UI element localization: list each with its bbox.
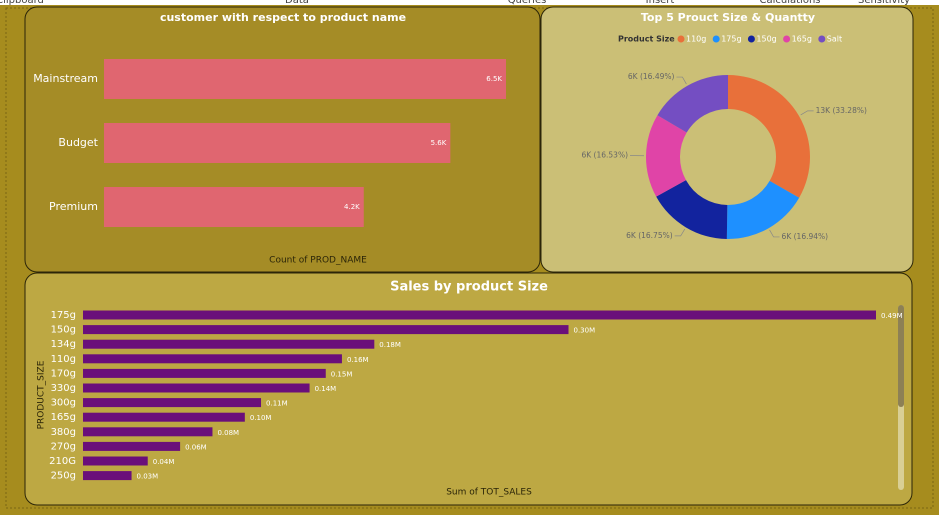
bar [83,354,342,364]
donut-slice [656,180,728,239]
bar [104,59,506,99]
canvas-border [5,7,934,509]
leader-line [676,76,687,85]
leader-line [674,228,686,237]
data-label: 0.08M [217,429,239,437]
bar [83,383,310,393]
y-axis-title: PRODUCT_SIZE [37,360,47,429]
leader-line [769,229,780,238]
donut-slice [726,180,800,239]
donut-slice [657,75,728,133]
legend-label: Salt [827,35,842,44]
legend-label: 150g [756,35,776,44]
legend-label: 165g [792,35,812,44]
data-label: 5.6K [431,139,447,147]
legend-label: 175g [721,35,741,44]
category-label: 150g [51,325,76,336]
bar [83,412,245,422]
data-label: 0.49M [881,312,903,320]
bar [104,123,451,163]
data-label: 0.03M [137,473,159,481]
category-label: Premium [49,200,98,213]
bar [83,441,181,451]
ribbon-tab: Clipboard [0,0,44,6]
category-label: 270g [51,441,76,452]
category-label: 170g [51,368,76,379]
chart-title: customer with respect to product name [160,11,406,24]
bar [104,187,364,227]
ribbon-tab: Insert [646,0,675,6]
category-label: 175g [51,310,76,321]
x-axis-title: Count of PROD_NAME [269,256,367,266]
data-label: 0.11M [266,400,288,408]
category-label: 380g [51,427,76,438]
bar [83,339,375,349]
category-label: 300g [51,398,76,409]
chart-title: Sales by product Size [390,280,548,295]
data-label: 0.06M [185,443,207,451]
category-label: Mainstream [33,72,98,85]
data-label: 0.04M [153,458,175,466]
data-label: 6K (16.49%) [628,72,675,81]
data-label: 0.15M [331,370,353,378]
data-label: 0.10M [250,414,272,422]
category-label: 110g [51,354,76,365]
panel-right [540,6,914,273]
category-label: 210G [49,456,76,467]
category-label: 330g [51,383,76,394]
category-label: Budget [58,136,98,149]
bar [83,471,132,481]
bar [83,368,326,378]
data-label: 4.2K [344,203,360,211]
ribbon-tab: Data [285,0,309,6]
bar [83,456,148,466]
category-label: 134g [51,339,76,350]
ribbon-tab: Queries [508,0,547,6]
bar [83,427,213,437]
bar [83,310,876,320]
legend-title: Product Size [618,35,675,44]
ribbon-tab: Sensitivity [858,0,910,6]
legend-marker [677,35,685,43]
bar [83,398,262,408]
data-label: 13K (33.28%) [816,106,867,115]
legend-marker [783,35,791,43]
category-label: 165g [51,412,76,423]
data-label: 0.16M [347,356,369,364]
legend-label: 110g [686,35,706,44]
legend-marker [747,35,755,43]
data-label: 6K (16.94%) [782,232,829,241]
donut-slice [645,115,687,197]
legend-marker [712,35,720,43]
leader-line [800,110,814,116]
x-axis-title: Sum of TOT_SALES [446,488,532,498]
data-label: 0.14M [315,385,337,393]
data-label: 6.5K [486,75,502,83]
donut-slice [728,75,810,198]
data-label: 6K (16.53%) [581,151,628,160]
scrollbar-thumb[interactable] [898,305,904,407]
chart-title: Top 5 Prouct Size & Quantty [641,11,815,24]
category-label: 250g [51,471,76,482]
data-label: 6K (16.75%) [626,231,673,240]
bar [83,325,569,335]
data-label: 0.18M [379,341,401,349]
ribbon-tab: Calculations [760,0,821,6]
data-label: 0.30M [574,327,596,335]
legend-marker [818,35,826,43]
